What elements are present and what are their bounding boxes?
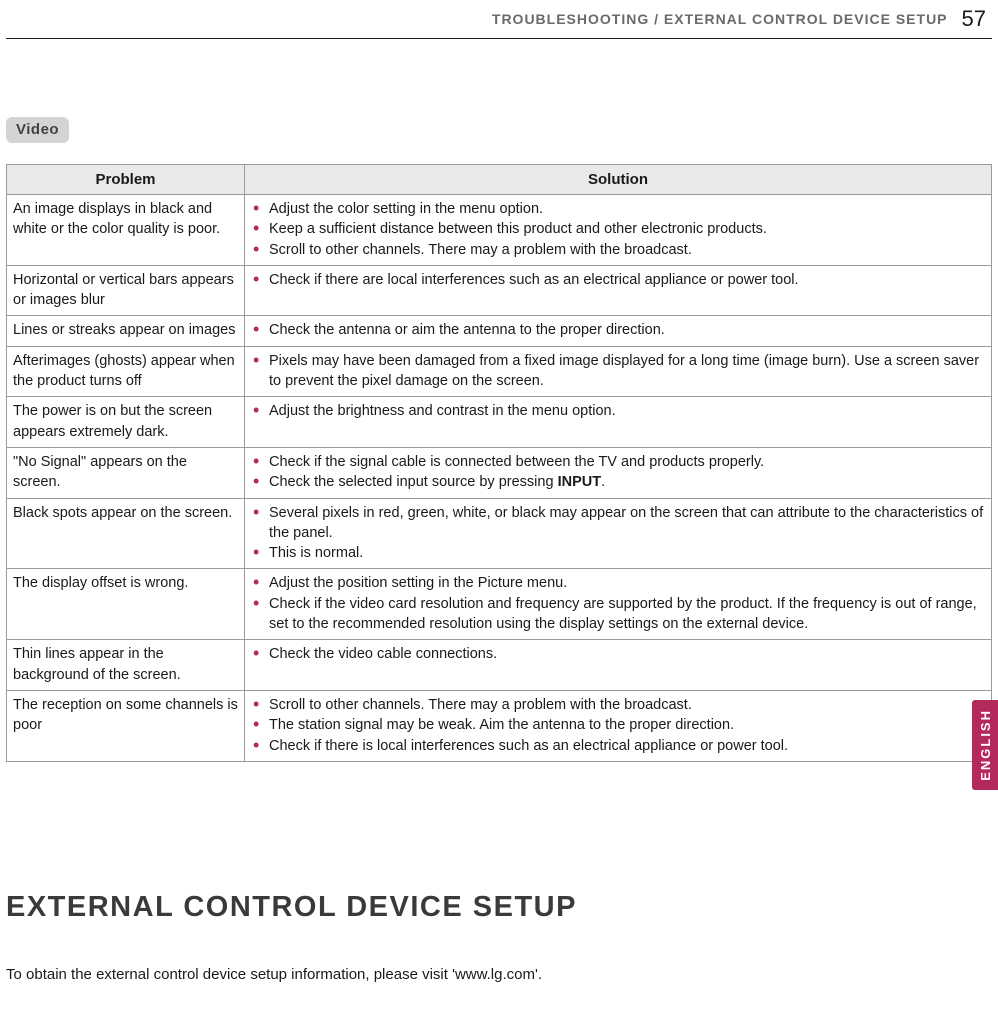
solution-list: Adjust the color setting in the menu opt… <box>251 199 985 260</box>
problem-cell: Lines or streaks appear on images <box>7 316 245 346</box>
problem-cell: An image displays in black and white or … <box>7 195 245 266</box>
table-body: An image displays in black and white or … <box>7 195 992 762</box>
solution-item: The station signal may be weak. Aim the … <box>251 715 985 735</box>
language-tab: ENGLISH <box>972 700 998 790</box>
solution-list: Check the antenna or aim the antenna to … <box>251 320 985 340</box>
table-row: Horizontal or vertical bars appears or i… <box>7 265 992 316</box>
problem-cell: The power is on but the screen appears e… <box>7 397 245 448</box>
problem-cell: "No Signal" appears on the screen. <box>7 447 245 498</box>
solution-cell: Several pixels in red, green, white, or … <box>245 498 992 569</box>
solution-item: Check the selected input source by press… <box>251 472 985 492</box>
solution-list: Check if there are local interferences s… <box>251 270 985 290</box>
solution-item: Pixels may have been damaged from a fixe… <box>251 351 985 392</box>
problem-cell: Horizontal or vertical bars appears or i… <box>7 265 245 316</box>
solution-item: Several pixels in red, green, white, or … <box>251 503 985 544</box>
solution-item: Scroll to other channels. There may a pr… <box>251 695 985 715</box>
table-header-solution: Solution <box>245 165 992 195</box>
solution-item: Check if there is local interferences su… <box>251 736 985 756</box>
problem-cell: Afterimages (ghosts) appear when the pro… <box>7 346 245 397</box>
language-tab-label: ENGLISH <box>978 709 993 781</box>
solution-item: Check if there are local interferences s… <box>251 270 985 290</box>
solution-list: Adjust the brightness and contrast in th… <box>251 401 985 421</box>
solution-item: Keep a sufficient distance between this … <box>251 219 985 239</box>
footer-text: To obtain the external control device se… <box>6 966 542 983</box>
solution-item: Scroll to other channels. There may a pr… <box>251 240 985 260</box>
solution-list: Several pixels in red, green, white, or … <box>251 503 985 564</box>
solution-cell: Check if the signal cable is connected b… <box>245 447 992 498</box>
solution-item: Adjust the color setting in the menu opt… <box>251 199 985 219</box>
solution-list: Scroll to other channels. There may a pr… <box>251 695 985 756</box>
header-breadcrumb: TROUBLESHOOTING / EXTERNAL CONTROL DEVIC… <box>492 11 948 27</box>
solution-item: Check the video cable connections. <box>251 644 985 664</box>
table-row: The reception on some channels is poor Sc… <box>7 690 992 761</box>
solution-cell: Adjust the position setting in the Pictu… <box>245 569 992 640</box>
table-row: Afterimages (ghosts) appear when the pro… <box>7 346 992 397</box>
table-row: The power is on but the screen appears e… <box>7 397 992 448</box>
main-heading: EXTERNAL CONTROL DEVICE SETUP <box>6 891 577 924</box>
page-number: 57 <box>962 6 986 32</box>
solution-cell: Pixels may have been damaged from a fixe… <box>245 346 992 397</box>
table-row: Lines or streaks appear on images Check t… <box>7 316 992 346</box>
problem-cell: Black spots appear on the screen. <box>7 498 245 569</box>
problem-cell: Thin lines appear in the background of t… <box>7 640 245 691</box>
table-row: "No Signal" appears on the screen. Check … <box>7 447 992 498</box>
solution-cell: Check the video cable connections. <box>245 640 992 691</box>
solution-cell: Check the antenna or aim the antenna to … <box>245 316 992 346</box>
solution-item: Check the antenna or aim the antenna to … <box>251 320 985 340</box>
solution-item: Adjust the position setting in the Pictu… <box>251 573 985 593</box>
section-badge-video: Video <box>6 117 69 143</box>
solution-list: Pixels may have been damaged from a fixe… <box>251 351 985 392</box>
solution-cell: Check if there are local interferences s… <box>245 265 992 316</box>
table-row: Black spots appear on the screen.Several… <box>7 498 992 569</box>
solution-item: Check if the signal cable is connected b… <box>251 452 985 472</box>
table-row: An image displays in black and white or … <box>7 195 992 266</box>
solution-item: Adjust the brightness and contrast in th… <box>251 401 985 421</box>
solution-list: Check if the signal cable is connected b… <box>251 452 985 493</box>
solution-list: Adjust the position setting in the Pictu… <box>251 573 985 634</box>
troubleshooting-table: Problem Solution An image displays in bl… <box>6 164 992 762</box>
solution-item: This is normal. <box>251 543 985 563</box>
solution-cell: Adjust the color setting in the menu opt… <box>245 195 992 266</box>
solution-list: Check the video cable connections. <box>251 644 985 664</box>
table-row: Thin lines appear in the background of t… <box>7 640 992 691</box>
table-header-problem: Problem <box>7 165 245 195</box>
solution-cell: Scroll to other channels. There may a pr… <box>245 690 992 761</box>
solution-item: Check if the video card resolution and f… <box>251 594 985 635</box>
problem-cell: The display offset is wrong. <box>7 569 245 640</box>
solution-cell: Adjust the brightness and contrast in th… <box>245 397 992 448</box>
page-header: TROUBLESHOOTING / EXTERNAL CONTROL DEVIC… <box>0 0 998 38</box>
table-row: The display offset is wrong. Adjust the p… <box>7 569 992 640</box>
header-rule <box>6 38 992 39</box>
problem-cell: The reception on some channels is poor <box>7 690 245 761</box>
